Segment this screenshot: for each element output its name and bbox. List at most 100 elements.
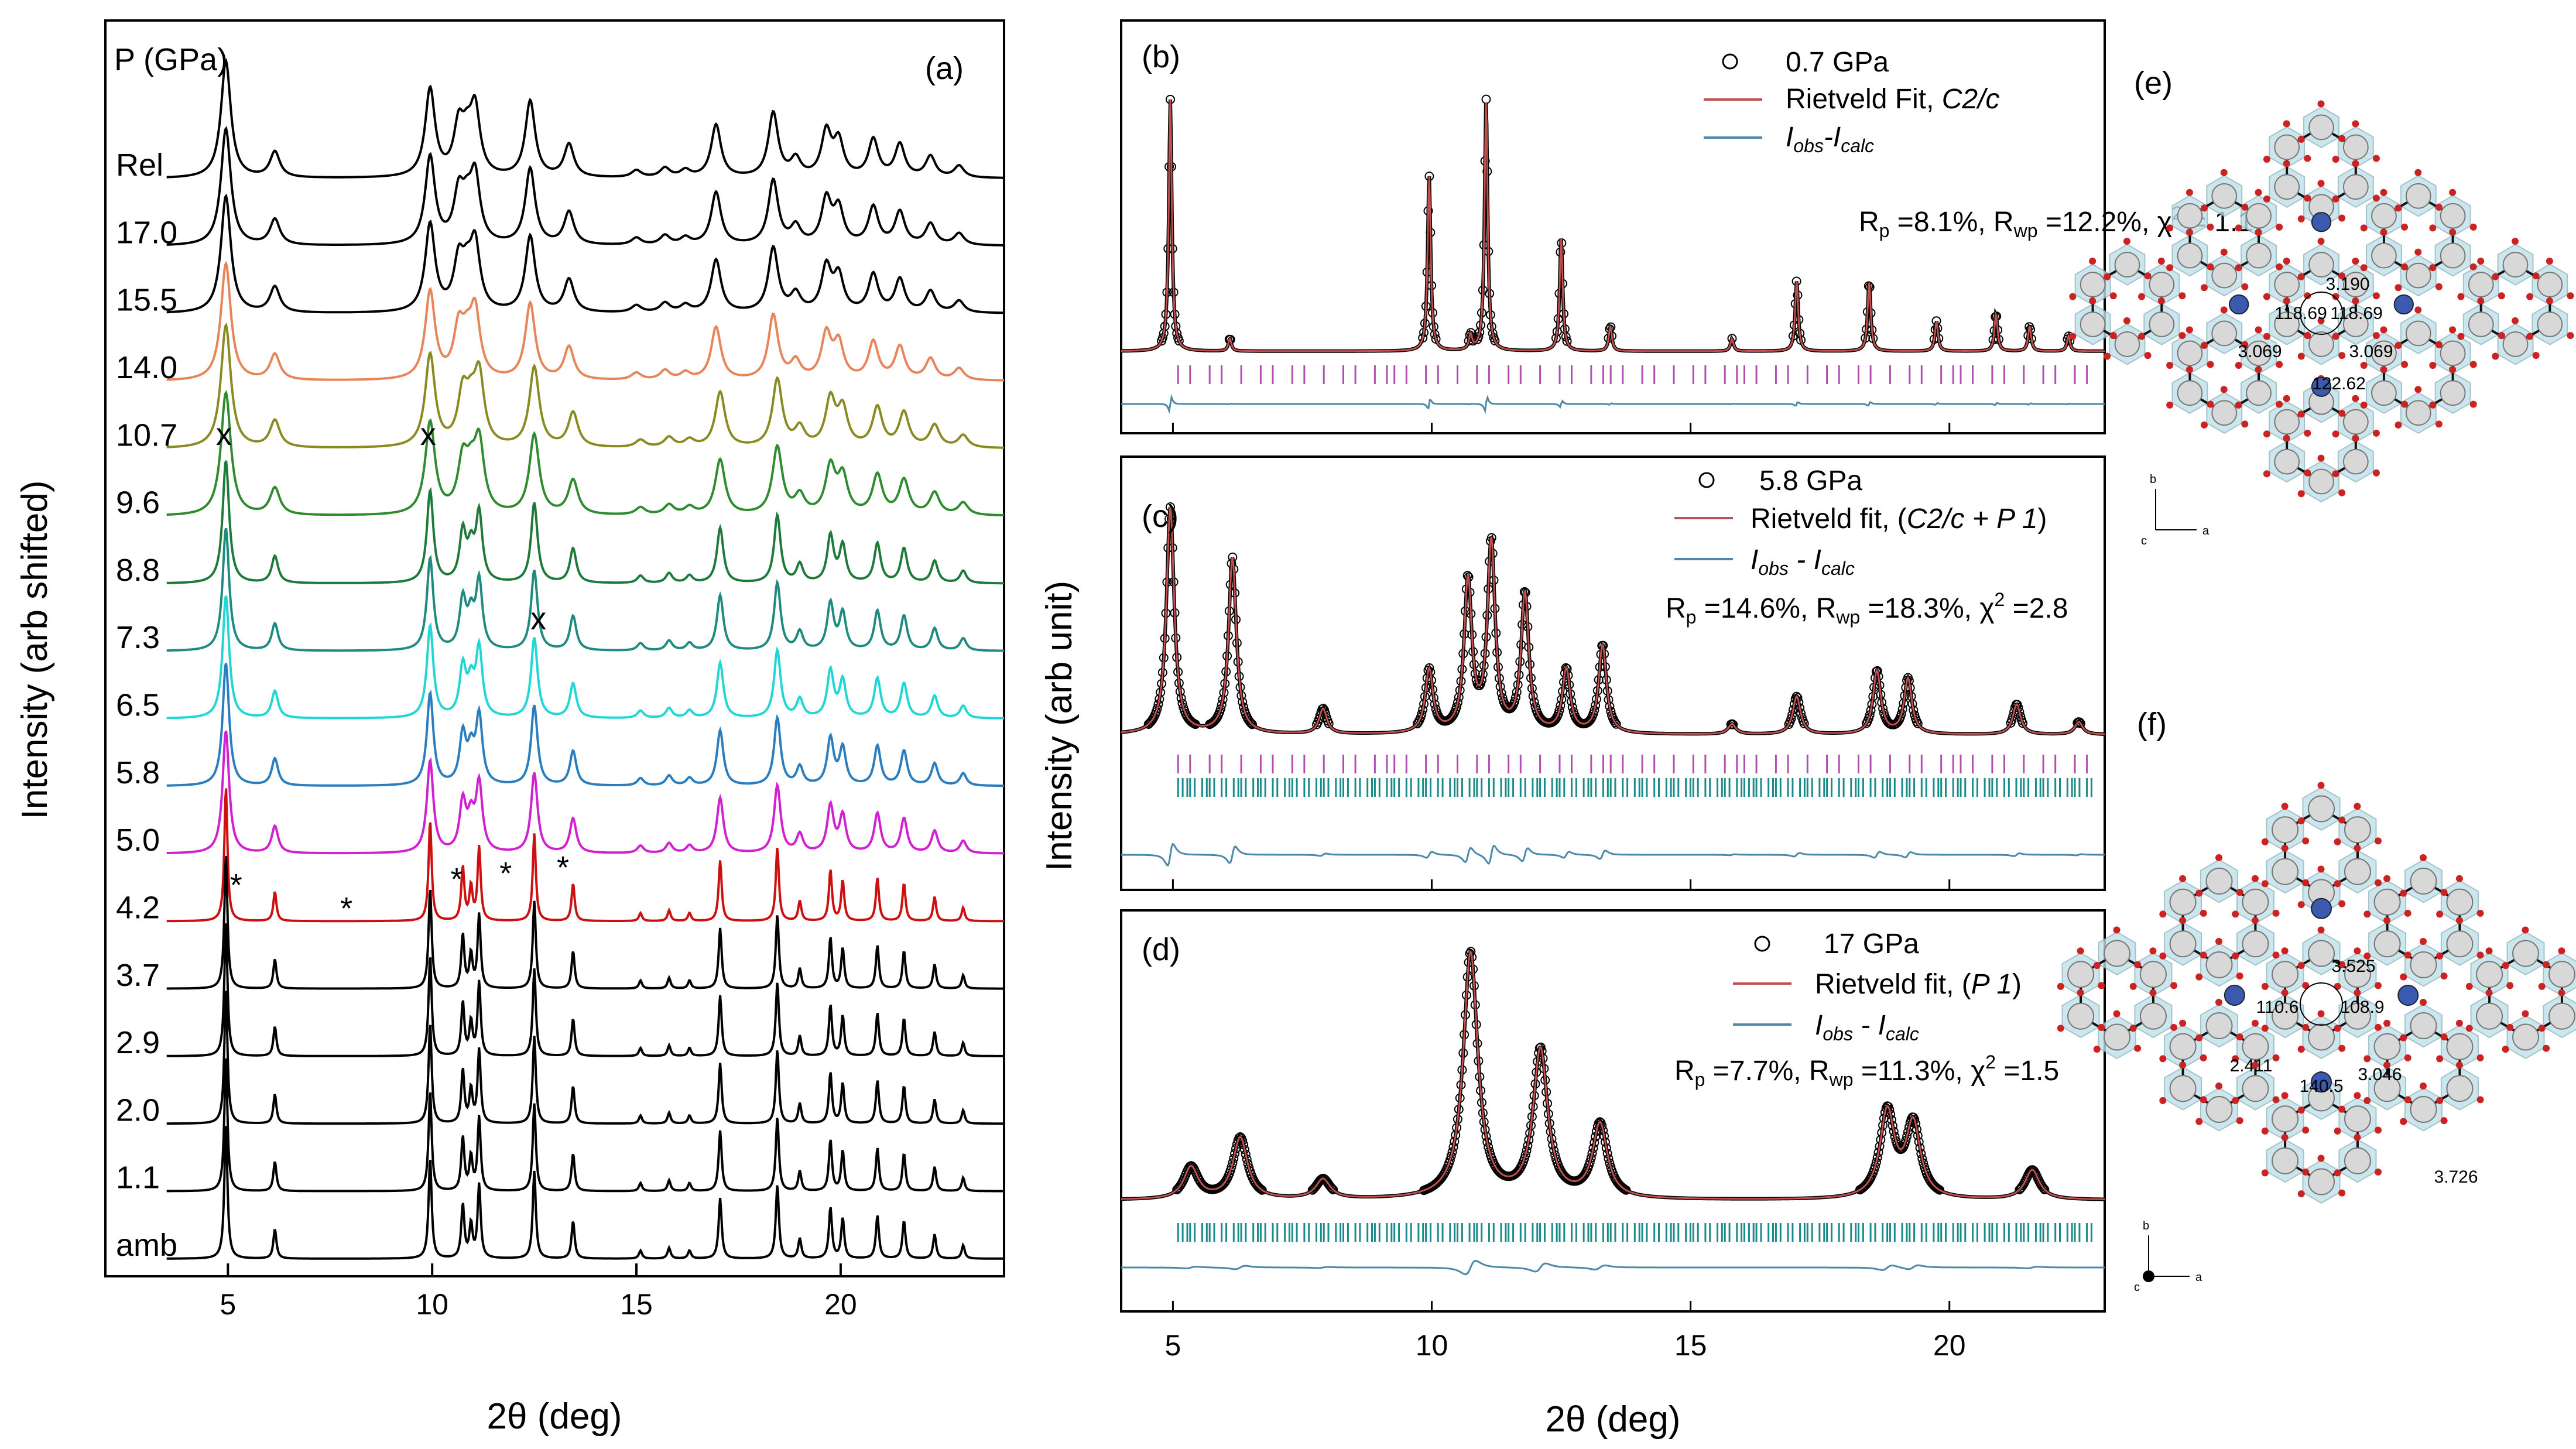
- panel-d-traces: [1121, 947, 2105, 1276]
- atom-red: [2098, 982, 2105, 989]
- atom-grey: [2205, 951, 2233, 978]
- atom-red: [2089, 297, 2097, 304]
- atom-red: [2276, 263, 2283, 270]
- panel-e-label: (e): [2134, 66, 2173, 101]
- atom-red: [2375, 879, 2382, 886]
- observed-point: [1611, 719, 1621, 729]
- atom-grey: [2080, 272, 2106, 297]
- atom-red: [2241, 420, 2249, 428]
- atom-red: [2195, 973, 2203, 981]
- atom-grey: [2342, 174, 2369, 200]
- atom-grey: [2139, 961, 2167, 988]
- atom-red: [2354, 947, 2361, 955]
- annotation-mark: *: [557, 850, 569, 885]
- atom-red: [2506, 1023, 2514, 1031]
- atom-grey: [2104, 940, 2131, 967]
- atom-red: [2372, 292, 2380, 300]
- atom-grey: [2246, 380, 2272, 406]
- atom-red: [2255, 326, 2262, 334]
- atom-red: [2404, 909, 2411, 917]
- atom-red: [2302, 1023, 2310, 1031]
- structure-value: 2.411: [2230, 1056, 2273, 1075]
- panel-d-stats: Rp =7.7%, Rwp =11.3%, χ2 =1.5: [1674, 1051, 2059, 1090]
- panel-f-structure: (f) 3.525 110.6 108.9 2.411 140.5 3.046 3.726 b…: [2057, 707, 2576, 1294]
- atom-red: [2332, 430, 2339, 438]
- atom-red: [2297, 817, 2305, 825]
- panel-a-label: (a): [925, 51, 964, 86]
- atom-blue: [2311, 1071, 2332, 1093]
- atom-grey: [2272, 1002, 2299, 1030]
- bcd-xtick-label: 15: [1674, 1329, 1707, 1362]
- observed-point: [1245, 717, 1255, 727]
- atom-red: [2281, 989, 2289, 996]
- atom-red: [2400, 973, 2407, 981]
- atom-red: [2235, 401, 2242, 409]
- atom-red: [2104, 273, 2111, 280]
- atom-red: [2457, 333, 2465, 340]
- atom-red: [2251, 1061, 2259, 1069]
- atom-red: [2338, 1105, 2346, 1113]
- atom-red: [2297, 1046, 2305, 1053]
- atom-blue: [2311, 212, 2332, 232]
- atom-grey: [2308, 795, 2335, 823]
- atom-red: [2532, 352, 2540, 359]
- atom-red: [2506, 982, 2514, 989]
- atom-red: [2429, 224, 2437, 232]
- atom-red: [2383, 1061, 2391, 1069]
- atom-grey: [2405, 320, 2431, 347]
- annotation-mark: x: [420, 417, 436, 452]
- atom-grey: [2342, 311, 2369, 337]
- structure-value: 3.046: [2358, 1065, 2402, 1084]
- atom-red: [2283, 434, 2290, 442]
- atom-grey: [2177, 380, 2203, 406]
- atom-red: [2170, 1023, 2178, 1031]
- observed-point: [1248, 720, 1257, 729]
- atom-red: [2332, 470, 2339, 478]
- atom-red: [2420, 938, 2427, 946]
- atom-red: [2077, 947, 2084, 955]
- trace-4.2: [166, 788, 1004, 923]
- atom-red: [2283, 395, 2290, 402]
- atom-red: [2512, 317, 2519, 324]
- atom-red: [2352, 434, 2359, 442]
- atom-red: [2469, 400, 2477, 408]
- atom-red: [2404, 1096, 2411, 1104]
- atom-grey: [2274, 272, 2300, 297]
- panel-a-ylabel: Intensity (arb shifted): [15, 481, 55, 820]
- atom-red: [2178, 292, 2186, 300]
- atom-grey: [2272, 816, 2299, 844]
- atom-red: [2261, 838, 2269, 845]
- atom-red: [2069, 333, 2077, 340]
- atom-grey: [2114, 331, 2140, 357]
- bcd-xtick-label: 20: [1933, 1329, 1966, 1362]
- axis-c-dot: [2143, 1270, 2154, 1282]
- observed-point: [1862, 1179, 1872, 1189]
- atom-red: [2186, 189, 2193, 196]
- atom-grey: [2344, 961, 2371, 988]
- atom-red: [2297, 1190, 2305, 1198]
- atom-red: [2207, 223, 2214, 231]
- atom-red: [2485, 947, 2493, 955]
- panel-a-frame: [104, 19, 1005, 1277]
- atom-red: [2241, 203, 2249, 211]
- atom-red: [2166, 224, 2174, 232]
- atom-red: [2144, 272, 2152, 280]
- atom-blue: [2397, 985, 2419, 1006]
- atom-red: [2558, 989, 2565, 996]
- atom-red: [2220, 169, 2228, 176]
- panel-a-annotations: x x x * * * * *: [216, 417, 569, 926]
- atom-red: [2215, 854, 2223, 862]
- atom-red: [2414, 386, 2422, 393]
- panel-bcd-ylabel: Intensity (arb unit): [1039, 581, 1080, 871]
- atom-red: [2476, 1054, 2484, 1061]
- panel-bcd-ticks: 5 10 15 20: [1165, 423, 1966, 1362]
- atom-red: [2395, 284, 2402, 292]
- atom-red: [2401, 400, 2409, 408]
- panel-c: (c) 5.8 GPa Rietveld fit, (C2/c + P 1) I…: [1120, 455, 2106, 891]
- panel-c-stats: Rp =14.6%, Rwp =18.3%, χ2 =2.8: [1666, 589, 2068, 628]
- atom-red: [2159, 910, 2167, 918]
- annotation-mark: *: [230, 868, 242, 903]
- atom-red: [2200, 421, 2208, 429]
- observed-point: [1328, 1185, 1338, 1194]
- atom-red: [2455, 1061, 2463, 1069]
